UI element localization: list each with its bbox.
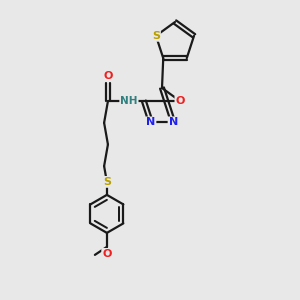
Text: O: O	[176, 96, 185, 106]
Text: S: S	[152, 31, 160, 41]
Text: NH: NH	[120, 96, 138, 106]
Text: S: S	[103, 177, 111, 187]
Text: O: O	[102, 249, 112, 259]
Text: O: O	[103, 71, 112, 81]
Text: N: N	[169, 117, 178, 128]
Text: N: N	[146, 117, 155, 128]
